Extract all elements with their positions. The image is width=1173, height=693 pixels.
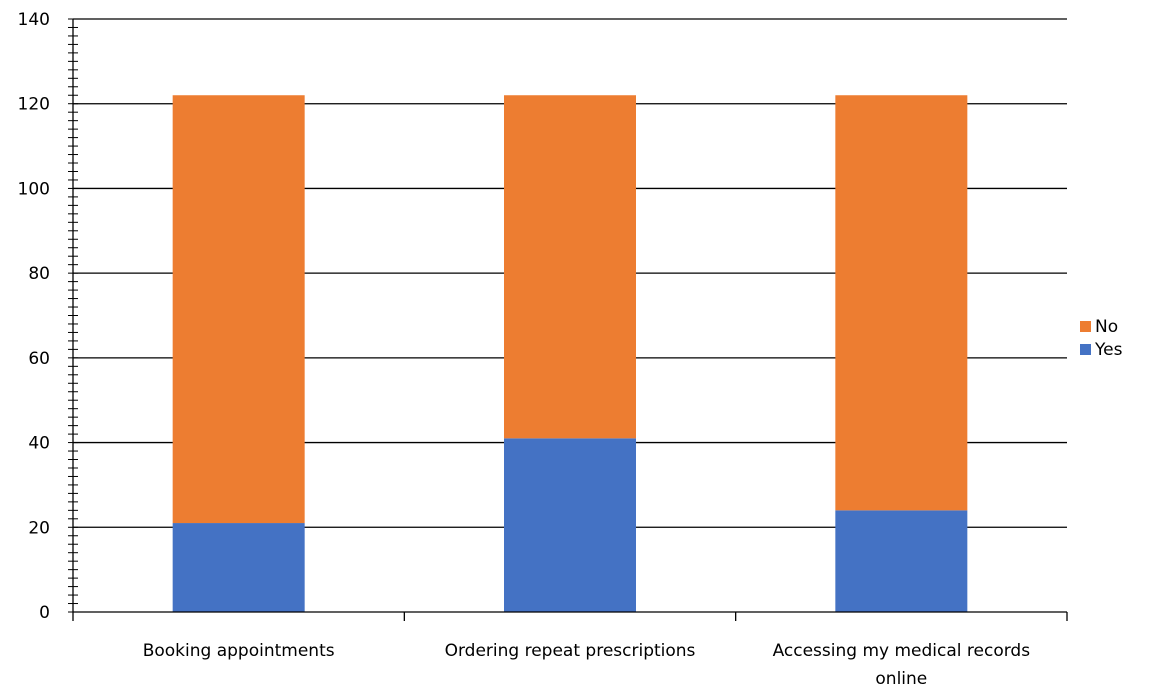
- y-tick-label: 100: [18, 179, 50, 199]
- legend-label-yes: Yes: [1094, 340, 1123, 360]
- bar-yes-1: [172, 523, 305, 612]
- bar-yes-2: [504, 438, 636, 612]
- bar-no-3: [835, 95, 968, 511]
- y-tick-label: 120: [18, 95, 50, 115]
- x-category-label-line: online: [875, 669, 927, 689]
- y-tick-label: 140: [18, 10, 50, 30]
- x-category-label: Ordering repeat prescriptions: [445, 641, 696, 661]
- axes: [68, 18, 1068, 621]
- x-category-label: Accessing my medical records online: [773, 641, 1031, 689]
- x-category-label: Booking appointments: [143, 641, 335, 661]
- y-tick-label: 40: [28, 434, 50, 454]
- bars: [172, 95, 968, 612]
- x-category-label-line: Ordering repeat prescriptions: [445, 641, 696, 661]
- y-tick-label: 0: [39, 603, 50, 623]
- legend-swatch-yes: [1080, 344, 1091, 355]
- bar-yes-3: [835, 510, 968, 612]
- legend-swatch-no: [1080, 321, 1091, 332]
- bar-no-2: [504, 95, 636, 439]
- bar-no-1: [172, 95, 305, 524]
- y-tick-label: 60: [28, 349, 50, 369]
- x-category-labels: Booking appointments Ordering repeat pres…: [143, 641, 1031, 689]
- x-category-label-line: Accessing my medical records: [773, 641, 1031, 661]
- x-category-label-line: Booking appointments: [143, 641, 335, 661]
- y-tick-labels: 0 20 40 60 80 100 120 140: [18, 10, 50, 623]
- legend: No Yes: [1080, 317, 1123, 360]
- y-tick-label: 80: [28, 264, 50, 284]
- y-tick-label: 20: [28, 518, 50, 538]
- legend-label-no: No: [1095, 317, 1118, 337]
